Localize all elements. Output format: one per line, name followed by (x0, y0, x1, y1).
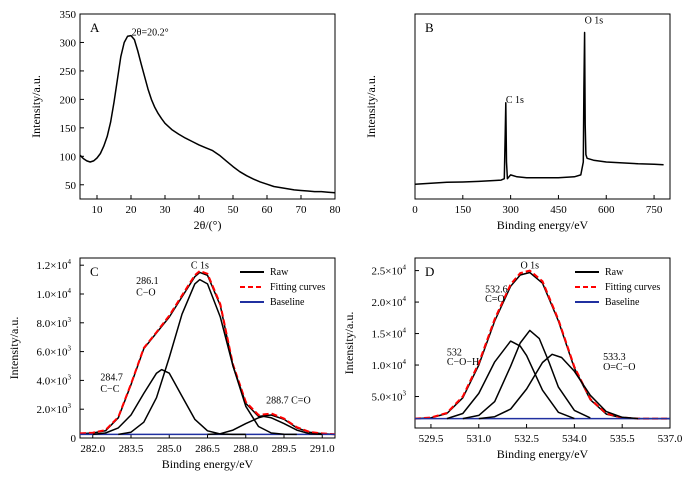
series-peak-fit-288.7 (207, 415, 323, 436)
series-peak-fit-0 (414, 31, 664, 185)
x-axis-label: Binding energy/eV (497, 218, 589, 232)
chart-title: O 1s (520, 260, 539, 271)
legend-entry: Fitting curves (605, 282, 660, 293)
annotation: O 1s (585, 15, 604, 26)
x-tick-label: 150 (455, 204, 472, 216)
annotation: 286.1 (136, 276, 159, 287)
legend-entry: Baseline (270, 297, 305, 308)
x-tick-label: 534.0 (562, 433, 587, 445)
y-tick-label: 1.2×104 (37, 258, 72, 272)
series-fitting-curves (414, 269, 670, 420)
y-tick-label: 8.0×103 (37, 316, 72, 330)
series-fitting-curves (79, 270, 336, 436)
y-axis-label: Intensity/a.u. (7, 317, 21, 380)
x-tick-label: 537.0 (658, 433, 683, 445)
y-tick-label: 2.5×104 (372, 264, 407, 278)
x-tick-label: 283.5 (119, 443, 144, 455)
y-tick-label: 250 (60, 66, 77, 78)
annotation: C−O (136, 287, 156, 298)
legend-entry: Raw (605, 267, 624, 278)
y-axis-label: Intensity/a.u. (29, 75, 43, 138)
x-tick-label: 300 (502, 204, 519, 216)
y-tick-label: 0 (71, 433, 77, 445)
panel-b: 0 150 300 450 600 750 Binding energy/eV Intensi… (364, 13, 671, 232)
series-peak-fit-532.6 (462, 329, 591, 420)
panel-letter: C (90, 264, 99, 279)
annotation: 288.7 C=O (266, 395, 311, 406)
x-tick-label: 0 (412, 204, 418, 216)
x-tick-label: 70 (296, 204, 308, 216)
x-tick-label: 80 (330, 204, 342, 216)
x-tick-label: 291.0 (310, 443, 335, 455)
x-tick-label: 750 (646, 204, 663, 216)
x-axis-label: 2θ/(°) (194, 218, 222, 232)
x-tick-label: 532.5 (514, 433, 539, 445)
annotation: 532 (447, 348, 462, 359)
annotation: C 1s (506, 95, 524, 106)
x-tick-label: 285.0 (157, 443, 182, 455)
panel-c: 282.0 283.5 285.0 286.5 288.0 289.5 291.0 0 2.0×… (7, 257, 336, 471)
y-tick-label: 350 (60, 9, 77, 21)
y-tick-label: 100 (60, 151, 77, 163)
annotation: 532.6 (485, 285, 508, 296)
plot-frame (414, 13, 671, 200)
x-tick-label: 531.0 (466, 433, 491, 445)
y-axis-label: Intensity/a.u. (364, 75, 378, 138)
y-tick-label: 50 (65, 180, 77, 192)
panel-a: 10 20 30 40 50 60 70 80 50 100 150 200 250 300 350 2θ/(… (29, 9, 341, 232)
series-peak-fit-533.3 (478, 353, 639, 420)
chart-title: C 1s (191, 260, 209, 271)
y-tick-label: 2.0×104 (372, 295, 407, 309)
y-tick-label: 5.0×103 (372, 390, 407, 404)
x-axis-label: Binding energy/eV (497, 447, 589, 461)
y-tick-label: 1.0×104 (372, 358, 407, 372)
x-tick-label: 60 (262, 204, 274, 216)
y-tick-label: 4.0×103 (37, 373, 72, 387)
x-tick-label: 288.0 (233, 443, 258, 455)
series-peak-fit-532 (446, 340, 575, 420)
x-tick-label: 450 (550, 204, 567, 216)
y-tick-label: 150 (60, 123, 77, 135)
panel-letter: D (425, 264, 434, 279)
legend-entry: Baseline (605, 297, 640, 308)
y-tick-label: 1.5×104 (372, 327, 407, 341)
annotation: 533.3 (603, 352, 626, 363)
annotation: C−O−H (447, 357, 479, 368)
y-tick-label: 300 (60, 37, 77, 49)
y-tick-label: 200 (60, 94, 77, 106)
x-axis-label: Binding energy/eV (162, 457, 254, 471)
x-tick-label: 50 (228, 204, 240, 216)
series-peak-fit-286.1 (118, 278, 297, 436)
x-tick-label: 40 (194, 204, 206, 216)
y-tick-label: 1.0×104 (37, 287, 72, 301)
x-tick-label: 529.5 (419, 433, 444, 445)
x-tick-label: 535.5 (610, 433, 635, 445)
annotation: O=C−O (603, 362, 635, 373)
series-peak-fit-0 (79, 34, 336, 194)
plot-frame (79, 13, 336, 200)
legend-entry: Fitting curves (270, 282, 325, 293)
annotation: 284.7 (100, 372, 123, 383)
y-tick-label: 2.0×103 (37, 402, 72, 416)
legend-entry: Raw (270, 267, 289, 278)
x-tick-label: 282.0 (80, 443, 105, 455)
y-axis-label: Intensity/a.u. (342, 312, 356, 375)
x-tick-label: 30 (160, 204, 172, 216)
annotation: C−C (100, 384, 119, 395)
annotation: C=O (485, 294, 505, 305)
panel-letter: B (425, 20, 434, 35)
x-tick-label: 286.5 (195, 443, 220, 455)
x-tick-label: 20 (126, 204, 138, 216)
y-tick-label: 6.0×103 (37, 345, 72, 359)
x-tick-label: 600 (598, 204, 615, 216)
annotation: 2θ=20.2° (132, 28, 169, 39)
x-tick-label: 289.5 (272, 443, 297, 455)
x-tick-label: 10 (92, 204, 104, 216)
panel-letter: A (90, 20, 100, 35)
plot-frame (414, 257, 671, 429)
panel-d: 529.5 531.0 532.5 534.0 535.5 537.0 5.0×103 1.0… (342, 257, 683, 461)
